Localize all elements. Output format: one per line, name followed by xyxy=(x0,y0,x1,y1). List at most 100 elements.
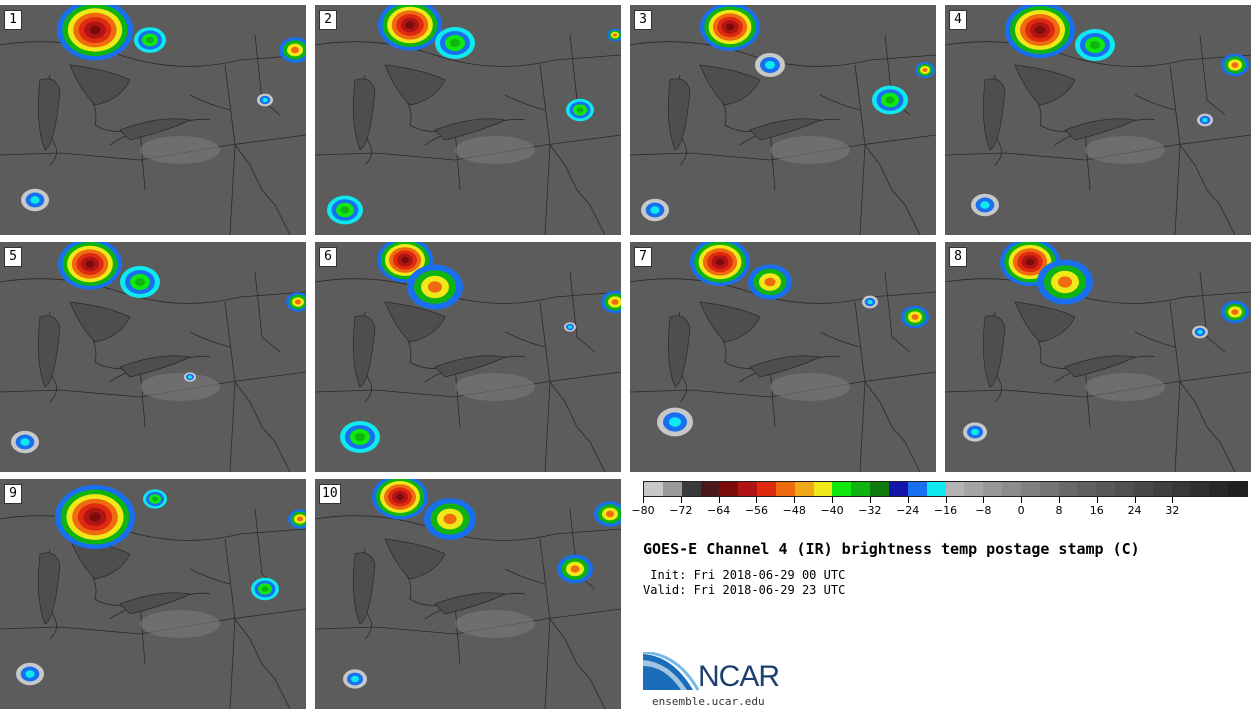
boundary-line xyxy=(454,538,551,709)
boundary-line xyxy=(1084,301,1181,472)
boundary-line xyxy=(769,64,866,235)
lake xyxy=(1014,64,1076,106)
boundary-line xyxy=(1134,94,1176,111)
panel-number-label: 8 xyxy=(949,247,967,267)
colorbar-tick xyxy=(680,497,682,503)
boundary-line xyxy=(315,608,621,635)
colorbar-swatch xyxy=(888,482,908,496)
lake xyxy=(667,315,691,388)
colorbar-swatch xyxy=(851,482,871,496)
colorbar-swatch xyxy=(719,482,739,496)
boundary-line xyxy=(189,331,231,348)
cloud-top-contour xyxy=(922,68,928,72)
stamp-panel: 10 xyxy=(315,479,621,709)
boundary-line xyxy=(864,144,921,235)
cloud-top-contour xyxy=(606,510,614,518)
colorbar-tick xyxy=(1172,497,1174,503)
ncar-logo-icon xyxy=(643,652,700,691)
cloud-top-contour xyxy=(351,675,359,683)
boundary-line xyxy=(139,538,236,709)
cloud-top-contour xyxy=(152,496,158,502)
lake xyxy=(749,118,822,141)
colorbar-tick-label: −64 xyxy=(707,504,731,517)
colorbar-tick-label: 0 xyxy=(1017,504,1025,517)
cloud-top-contour xyxy=(867,299,873,305)
colorbar-tick-label: 24 xyxy=(1127,504,1142,517)
colorbar-tick-label: 32 xyxy=(1165,504,1180,517)
colorbar-swatch xyxy=(907,482,927,496)
cloud-top-contour xyxy=(297,516,303,522)
site-url[interactable]: ensemble.ucar.edu xyxy=(652,695,765,708)
colorbar-tick-label: −56 xyxy=(744,504,769,517)
colorbar-tick-label: −16 xyxy=(933,504,958,517)
cloud-top-contour xyxy=(295,299,301,305)
colorbar-swatch xyxy=(794,482,814,496)
lake xyxy=(1064,355,1137,378)
colorbar-swatch xyxy=(964,482,984,496)
lake xyxy=(434,118,507,141)
cloud-top-contour xyxy=(443,513,457,525)
boundary-line xyxy=(1179,381,1236,472)
panel-number-label: 4 xyxy=(949,10,967,30)
colorbar-swatch xyxy=(1133,482,1153,496)
cloud-top-contour xyxy=(396,493,404,501)
lake xyxy=(384,301,446,343)
panel-number-label: 9 xyxy=(4,484,22,504)
colorbar-swatch xyxy=(1096,482,1116,496)
boundary-line xyxy=(254,271,281,353)
colorbar-swatch xyxy=(1228,482,1247,496)
colorbar-tick xyxy=(1058,497,1060,503)
boundary-line xyxy=(315,371,621,398)
cloud-top-contour xyxy=(764,277,776,287)
boundary-line xyxy=(1134,331,1176,348)
colorbar-swatch xyxy=(1152,482,1172,496)
panel-number-label: 7 xyxy=(634,247,652,267)
cloud-top-contour xyxy=(146,36,154,44)
cloud-top-contour xyxy=(576,107,584,113)
lake xyxy=(352,315,376,388)
cloud-top-contour xyxy=(885,96,895,104)
panel-number-label: 6 xyxy=(319,247,337,267)
cloud-top-contour xyxy=(261,586,269,592)
panel-number-label: 5 xyxy=(4,247,22,267)
cloud-top-contour xyxy=(89,25,101,35)
lake xyxy=(749,355,822,378)
cloud-top-contour xyxy=(568,325,572,329)
boundary-line xyxy=(189,94,231,111)
colorbar-tick-label: −48 xyxy=(782,504,806,517)
cloud-top-contour xyxy=(669,417,681,427)
colorbar-swatch xyxy=(1190,482,1210,496)
lake xyxy=(37,552,61,625)
lake xyxy=(667,78,691,151)
stamp-panel: 9 xyxy=(0,479,306,709)
colorbar-swatch xyxy=(832,482,852,496)
colorbar-tick xyxy=(983,497,985,503)
cloud-top-contour xyxy=(25,670,35,678)
cloud-top-contour xyxy=(1197,329,1203,335)
panel-number-label: 1 xyxy=(4,10,22,30)
boundary-line xyxy=(234,618,291,709)
boundary-line xyxy=(504,331,546,348)
cloud-top-contour xyxy=(725,23,735,31)
cloud-top-contour xyxy=(450,39,460,47)
boundary-line xyxy=(769,301,866,472)
cloud-top-contour xyxy=(611,299,619,305)
boundary-line xyxy=(0,371,306,398)
cloud-wisp xyxy=(770,373,850,401)
cloud-wisp xyxy=(140,136,220,164)
colorbar-tick-label: −72 xyxy=(669,504,693,517)
cloud-top-contour xyxy=(89,512,101,522)
lake xyxy=(37,315,61,388)
boundary-line xyxy=(630,278,936,304)
lake xyxy=(434,592,507,615)
colorbar-swatch xyxy=(1209,482,1229,496)
logo-text: NCAR xyxy=(698,660,780,693)
colorbar-swatch xyxy=(945,482,965,496)
colorbar-tick-label: 16 xyxy=(1089,504,1104,517)
boundary-line xyxy=(549,381,606,472)
lake xyxy=(434,355,507,378)
colorbar-tick xyxy=(832,497,834,503)
cloud-top-contour xyxy=(30,196,40,204)
cloud-top-contour xyxy=(188,375,192,379)
colorbar-swatch xyxy=(983,482,1003,496)
